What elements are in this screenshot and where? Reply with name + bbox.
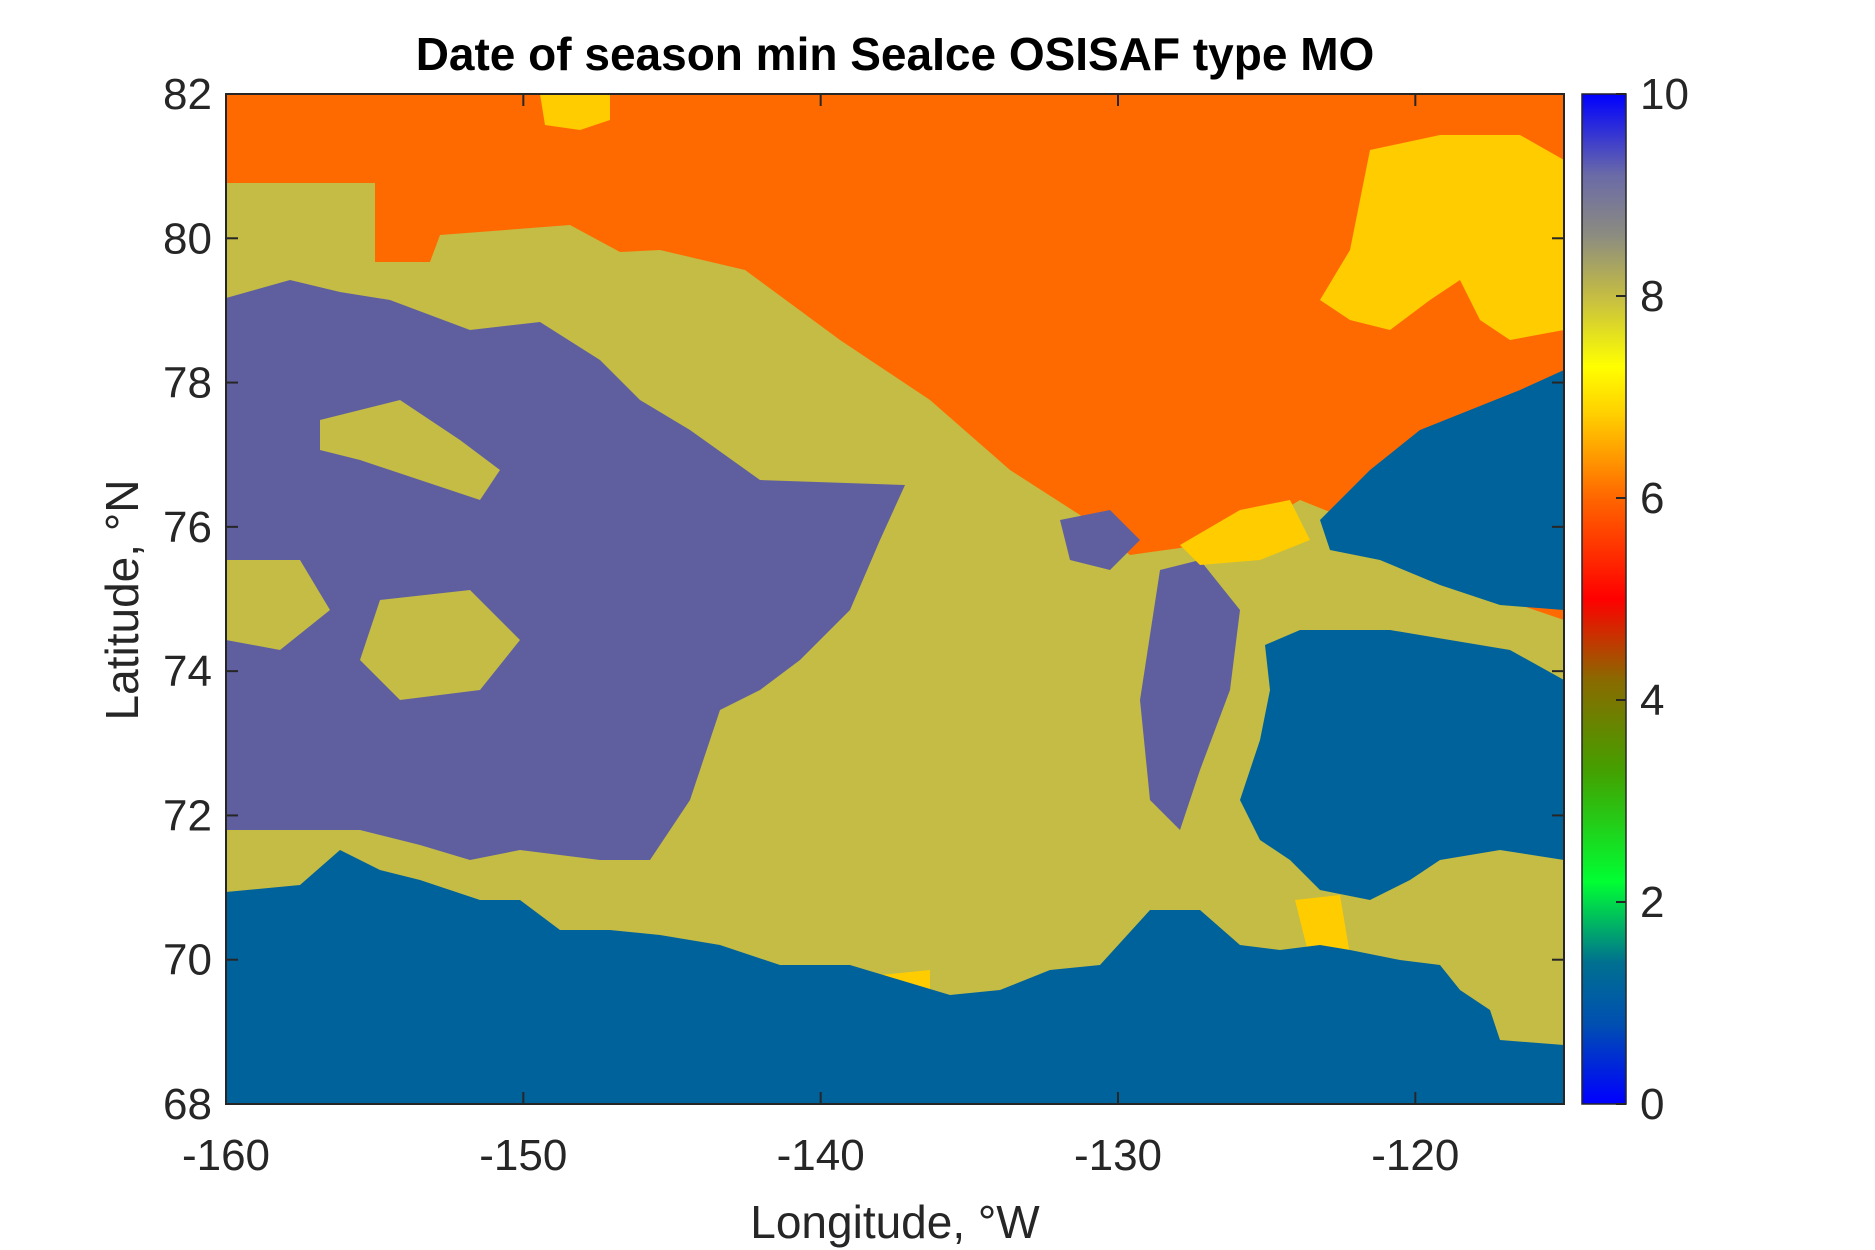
colorbar <box>1581 93 1627 1105</box>
y-tick-label: 74 <box>163 647 212 696</box>
region-latest-season-north <box>1060 510 1140 570</box>
plot-frame <box>225 93 1565 1105</box>
y-tick-label: 82 <box>163 70 212 119</box>
region-open-water-island <box>1240 630 1564 900</box>
y-tick-label: 76 <box>163 503 212 552</box>
y-tick-label: 72 <box>163 791 212 840</box>
x-tick-label: -140 <box>777 1131 865 1180</box>
x-tick-label: -120 <box>1371 1131 1459 1180</box>
colorbar-tick-label: 6 <box>1640 474 1664 523</box>
x-tick-label: -150 <box>479 1131 567 1180</box>
colorbar-tick-label: 2 <box>1640 878 1664 927</box>
colorbar-tick-label: 8 <box>1640 272 1664 321</box>
colorbar-tick-label: 10 <box>1640 70 1689 119</box>
x-tick-label: -160 <box>182 1131 270 1180</box>
y-tick-label: 68 <box>163 1080 212 1129</box>
region-open-water-ne <box>1320 370 1564 610</box>
y-axis: 68 70 72 74 76 78 80 82 <box>163 70 1564 1129</box>
chart-title: Date of season min SeaIce OSISAF type MO <box>416 28 1375 80</box>
y-tick-label: 78 <box>163 359 212 408</box>
region-mid-season <box>1320 135 1564 340</box>
colorbar-tick-label: 4 <box>1640 676 1664 725</box>
heatmap <box>226 94 1564 1104</box>
colorbar-axis: 0 2 4 6 8 10 <box>1616 70 1689 1129</box>
colorbar-tick-label: 0 <box>1640 1080 1664 1129</box>
x-axis-label: Longitude, °W <box>750 1196 1040 1248</box>
region-open-water <box>226 850 1564 1104</box>
region-mid-season-north <box>540 94 610 130</box>
y-tick-label: 70 <box>163 936 212 985</box>
x-axis: -160 -150 -140 -130 -120 <box>182 94 1459 1180</box>
y-axis-label: Latitude, °N <box>96 480 148 721</box>
region-latest-season-east <box>1140 560 1240 830</box>
region-olive-blobs <box>226 400 520 700</box>
y-tick-label: 80 <box>163 214 212 263</box>
x-tick-label: -130 <box>1074 1131 1162 1180</box>
